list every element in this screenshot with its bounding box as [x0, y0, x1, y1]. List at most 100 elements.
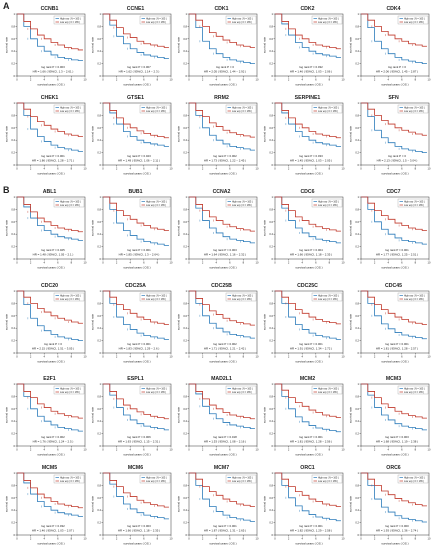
- y-tick-label: 0.6: [355, 407, 359, 411]
- legend-label-low: Low exp ( N = 165 ): [60, 22, 80, 24]
- y-tick-label: 0.6: [183, 220, 187, 224]
- plot-frame: [188, 102, 258, 166]
- x-tick-label: 2: [116, 166, 118, 170]
- y-tick-label: 0: [272, 533, 274, 537]
- x-tick-label: 0: [102, 354, 104, 358]
- x-tick-label: 8: [243, 260, 245, 264]
- y-tick-label: 1: [186, 471, 188, 475]
- km-curve-low: [103, 196, 169, 231]
- x-axis-label: survival years ( OS ): [209, 172, 236, 176]
- y-tick-label: 0.8: [97, 207, 101, 211]
- legend-label-low: Low exp ( N = 165 ): [60, 205, 80, 207]
- y-tick-label: 0.4: [355, 326, 359, 330]
- plot-frame: [360, 472, 430, 536]
- legend-label-low: Low exp ( N = 165 ): [318, 22, 338, 24]
- panel-title: MCM5: [42, 465, 57, 471]
- x-tick-label: 8: [415, 260, 417, 264]
- km-curve-low: [275, 13, 341, 50]
- y-tick-label: 0.4: [269, 326, 273, 330]
- x-tick-label: 10: [84, 447, 87, 451]
- logrank-p: log rank P = 0.001: [127, 342, 151, 346]
- y-tick-label: 0.4: [97, 326, 101, 330]
- logrank-p: log rank P = 0.007: [127, 65, 151, 69]
- y-tick-label: 0: [100, 257, 102, 261]
- y-tick-label: 1: [186, 289, 188, 293]
- legend-label-low: Low exp ( N = 165 ): [232, 111, 252, 113]
- x-tick-label: 10: [170, 536, 173, 540]
- x-tick-label: 10: [428, 77, 431, 81]
- x-tick-label: 4: [387, 447, 389, 451]
- x-tick-label: 2: [374, 354, 376, 358]
- y-tick-label: 0: [186, 257, 188, 261]
- plot-frame: [102, 383, 172, 447]
- legend-label-low: Low exp ( N = 165 ): [232, 205, 252, 207]
- y-tick-label: 0.4: [355, 419, 359, 423]
- legend-box: [53, 474, 85, 484]
- logrank-p: log rank P = 0.003: [127, 524, 151, 528]
- x-tick-label: 2: [116, 77, 118, 81]
- x-tick-label: 0: [274, 447, 276, 451]
- km-curve-low: [103, 472, 169, 508]
- y-tick-label: 0.6: [183, 37, 187, 41]
- legend-label-high: High exp ( N = 165 ): [146, 478, 167, 480]
- x-axis-label: survival years ( OS ): [295, 83, 322, 87]
- legend-box: [139, 104, 171, 114]
- logrank-p: log rank P = 0.001: [127, 248, 151, 252]
- y-tick-label: 0.8: [183, 24, 187, 28]
- x-axis-label: survival years ( OS ): [123, 266, 150, 270]
- y-tick-label: 0: [100, 74, 102, 78]
- x-tick-label: 0: [360, 447, 362, 451]
- x-tick-label: 4: [215, 260, 217, 264]
- x-tick-label: 0: [274, 354, 276, 358]
- y-tick-label: 0.4: [11, 138, 15, 142]
- x-tick-label: 10: [342, 536, 345, 540]
- hazard-ratio: HR = 1.91 ( 95%CI, 1.34 − 2.72 ): [290, 347, 332, 351]
- km-curve-low: [17, 102, 83, 137]
- y-axis-label: survival rate: [5, 407, 9, 424]
- y-tick-label: 1: [272, 289, 274, 293]
- logrank-p: log rank P = 0.002: [41, 435, 65, 439]
- km-curve-high: [103, 196, 169, 246]
- y-axis-label: survival rate: [91, 314, 95, 331]
- x-axis-label: survival years ( OS ): [209, 266, 236, 270]
- x-tick-label: 2: [374, 166, 376, 170]
- y-tick-label: 0.2: [97, 62, 101, 66]
- plot-frame: [360, 102, 430, 166]
- legend-label-high: High exp ( N = 165 ): [60, 202, 81, 204]
- x-tick-label: 0: [102, 536, 104, 540]
- legend-label-high: High exp ( N = 165 ): [146, 296, 167, 298]
- x-axis-label: survival years ( OS ): [209, 360, 236, 364]
- y-tick-label: 0.8: [269, 483, 273, 487]
- x-tick-label: 6: [229, 354, 231, 358]
- panel-title: CHEK1: [41, 95, 59, 101]
- legend-label-low: Low exp ( N = 165 ): [232, 22, 252, 24]
- legend-label-high: High exp ( N = 165 ): [146, 389, 167, 391]
- panel-title: MCM6: [128, 465, 143, 471]
- legend-label-high: High exp ( N = 165 ): [318, 19, 339, 21]
- plot-frame: [274, 472, 344, 536]
- y-tick-label: 0.8: [11, 301, 15, 305]
- y-axis-label: survival rate: [177, 220, 181, 237]
- x-tick-label: 2: [30, 447, 32, 451]
- panel-title: MCM3: [386, 376, 401, 382]
- y-tick-label: 0.4: [11, 508, 15, 512]
- y-tick-label: 0.8: [97, 394, 101, 398]
- panel-title: GTSE1: [127, 95, 144, 101]
- y-axis-label: survival rate: [263, 37, 267, 54]
- x-tick-label: 2: [374, 77, 376, 81]
- y-tick-label: 1: [14, 382, 16, 386]
- x-tick-label: 8: [71, 536, 73, 540]
- x-tick-label: 6: [401, 166, 403, 170]
- x-tick-label: 0: [274, 77, 276, 81]
- x-tick-label: 8: [329, 447, 331, 451]
- y-tick-label: 0.6: [97, 126, 101, 130]
- x-axis-label: survival years ( OS ): [123, 83, 150, 87]
- y-tick-label: 1: [100, 12, 102, 16]
- x-tick-label: 6: [229, 447, 231, 451]
- y-tick-label: 0.2: [183, 521, 187, 525]
